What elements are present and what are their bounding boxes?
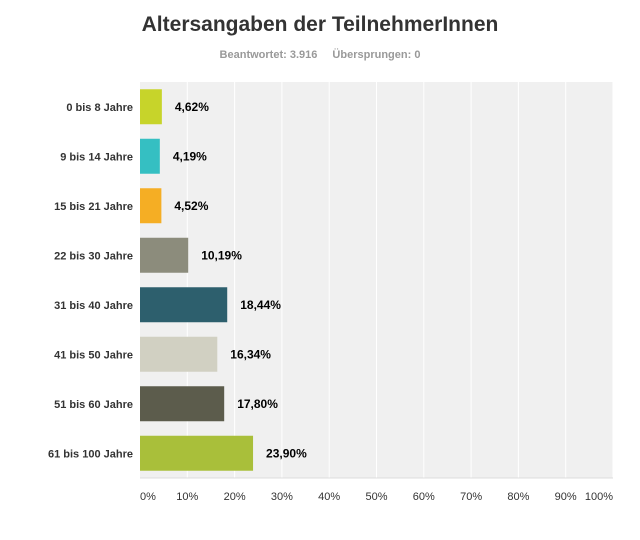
bar [140,237,189,273]
x-tick-label: 100% [585,491,613,503]
x-tick-label: 60% [413,491,435,503]
x-tick-label: 50% [365,491,387,503]
category-label: 41 bis 50 Jahre [54,349,133,361]
value-label: 23,90% [266,446,307,460]
bar [140,287,228,323]
x-tick-label: 90% [555,491,577,503]
bar [140,188,162,224]
x-tick-label: 30% [271,491,293,503]
x-tick-label: 40% [318,491,340,503]
bar [140,336,218,372]
category-label: 22 bis 30 Jahre [54,250,133,262]
x-tick-label: 80% [507,491,529,503]
category-label: 51 bis 60 Jahre [54,399,133,411]
value-label: 4,52% [174,199,208,213]
x-tick-label: 0% [140,491,156,503]
x-tick-label: 70% [460,491,482,503]
bar [140,435,254,471]
answered-count: Beantwortet: 3.916 [219,49,318,61]
category-label: 0 bis 8 Jahre [66,102,133,114]
value-label: 4,62% [175,100,209,114]
bar [140,89,162,125]
skipped-count: Übersprungen: 0 [332,49,421,61]
x-tick-label: 20% [224,491,246,503]
value-label: 4,19% [173,149,207,163]
category-label: 15 bis 21 Jahre [54,201,133,213]
chart-title: Altersangaben der TeilnehmerInnen [141,13,499,36]
bar [140,386,225,422]
value-label: 10,19% [201,248,242,262]
x-tick-label: 10% [176,491,198,503]
bar [140,138,160,174]
category-label: 61 bis 100 Jahre [48,448,133,460]
value-label: 18,44% [240,298,281,312]
category-label: 9 bis 14 Jahre [60,151,133,163]
chart-subtitle: Beantwortet: 3.916 Übersprungen: 0 [0,49,640,61]
value-label: 16,34% [230,347,271,361]
category-label: 31 bis 40 Jahre [54,300,133,312]
value-label: 17,80% [237,397,278,411]
